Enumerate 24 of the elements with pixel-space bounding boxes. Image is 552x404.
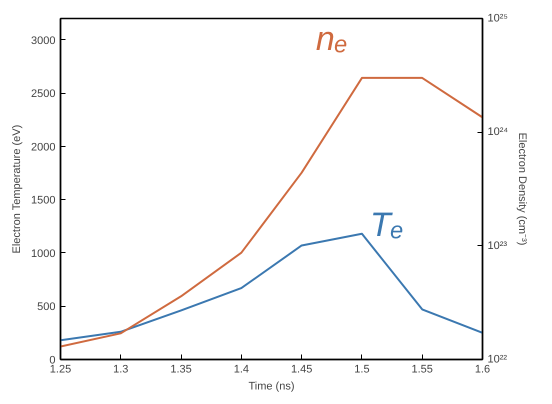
x-axis-title: Time (ns) [248,380,295,392]
x-tick-label: 1.4 [234,364,250,376]
x-tick-label: 1.45 [290,364,312,376]
y2-tick-label: 10²³ [488,240,508,252]
y-tick-label: 1500 [31,194,56,207]
series-label: nₑ [316,20,348,58]
x-tick-label: 1.25 [50,364,72,376]
series-label: Tₑ [370,206,404,244]
y-axis-title: Electron Temperature (eV) [11,124,24,254]
y2-tick-label: 10²⁴ [488,126,508,138]
y-tick-label: 3000 [31,34,56,47]
x-tick-label: 1.5 [354,364,370,376]
x-tick-label: 1.6 [474,364,490,376]
y2-tick-label: 10²⁵ [488,12,508,24]
x-tick-label: 1.3 [113,364,128,376]
y-tick-label: 2500 [31,88,56,100]
y-tick-label: 500 [37,301,56,314]
line-series [60,76,482,348]
x-tick-label: 1.55 [412,364,433,376]
x-tick-label: 1.35 [170,364,192,376]
y-tick-label: 2000 [31,141,56,154]
y2-axis-title: Electron Density (cm⁻³) [516,132,528,246]
y-tick-label: 1000 [31,248,56,260]
y2-tick-label: 10²² [488,354,508,366]
